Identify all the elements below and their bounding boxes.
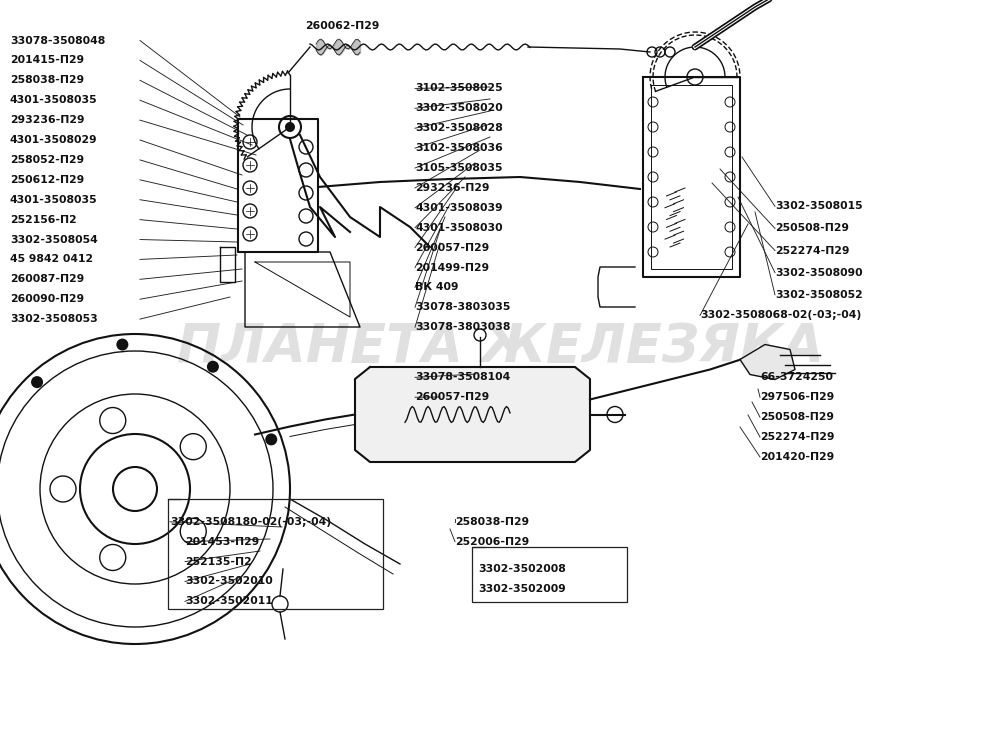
Text: 252156-П2: 252156-П2 (10, 214, 77, 225)
Text: 4301-3508039: 4301-3508039 (415, 203, 503, 213)
Text: 297506-П29: 297506-П29 (760, 392, 834, 402)
Text: 45 9842 0412: 45 9842 0412 (10, 254, 93, 265)
Text: 250612-П29: 250612-П29 (10, 175, 84, 185)
Text: 3302-3508068-02(-03;-04): 3302-3508068-02(-03;-04) (700, 310, 861, 321)
Text: 66-3724250: 66-3724250 (760, 372, 833, 383)
Text: ПЛАНЕТА ЖЕЛЕЗЯКА: ПЛАНЕТА ЖЕЛЕЗЯКА (177, 321, 823, 373)
Text: 3102-3508036: 3102-3508036 (415, 143, 503, 153)
Text: 33078-3803035: 33078-3803035 (415, 302, 510, 312)
Text: 3102-3508025: 3102-3508025 (415, 83, 503, 94)
Text: 3302-3502010: 3302-3502010 (185, 576, 273, 587)
Text: 201415-П29: 201415-П29 (10, 55, 84, 66)
Text: 4301-3508035: 4301-3508035 (10, 195, 98, 205)
Circle shape (31, 376, 43, 388)
Polygon shape (740, 344, 795, 380)
Text: 260087-П29: 260087-П29 (10, 274, 84, 284)
Text: 293236-П29: 293236-П29 (415, 183, 490, 193)
Bar (472, 547, 627, 602)
Bar (168, 499, 383, 609)
Text: 258038-П29: 258038-П29 (10, 75, 84, 85)
Text: 3302-3508052: 3302-3508052 (775, 290, 863, 300)
Text: 252274-П29: 252274-П29 (760, 432, 834, 442)
Text: 252135-П2: 252135-П2 (185, 556, 252, 567)
Circle shape (116, 338, 128, 351)
Text: 260062-П29: 260062-П29 (305, 21, 379, 31)
Text: 250508-П29: 250508-П29 (760, 412, 834, 422)
Text: 3302-3508015: 3302-3508015 (775, 201, 863, 212)
Text: 258038-П29: 258038-П29 (455, 517, 529, 527)
Text: 3302-3502008: 3302-3502008 (478, 564, 566, 574)
Text: 3302-3508090: 3302-3508090 (775, 268, 863, 278)
Text: 4301-3508035: 4301-3508035 (10, 95, 98, 105)
Text: 201420-П29: 201420-П29 (760, 452, 834, 462)
Text: 3302-3508028: 3302-3508028 (415, 123, 503, 133)
Text: 252274-П29: 252274-П29 (775, 245, 850, 256)
Text: 33078-3508104: 33078-3508104 (415, 372, 510, 383)
Text: 260057-П29: 260057-П29 (415, 392, 489, 402)
Circle shape (265, 433, 277, 445)
Text: 258052-П29: 258052-П29 (10, 155, 84, 165)
Text: 3302-3508020: 3302-3508020 (415, 103, 503, 113)
Text: 3302-3502011: 3302-3502011 (185, 596, 273, 607)
Circle shape (207, 360, 219, 373)
Text: 260090-П29: 260090-П29 (10, 294, 84, 304)
Text: 3302-3502009: 3302-3502009 (478, 584, 566, 594)
Text: 252006-П29: 252006-П29 (455, 537, 529, 547)
Polygon shape (355, 367, 590, 462)
Text: 3302-3508054: 3302-3508054 (10, 234, 98, 245)
Text: 3302-3508053: 3302-3508053 (10, 314, 98, 324)
Text: 201453-П29: 201453-П29 (185, 537, 259, 547)
Text: 33078-3803038: 33078-3803038 (415, 322, 510, 332)
Text: 293236-П29: 293236-П29 (10, 115, 84, 125)
Text: 33078-3508048: 33078-3508048 (10, 35, 105, 46)
Circle shape (285, 122, 295, 132)
Text: 4301-3508029: 4301-3508029 (10, 135, 98, 145)
Text: 3105-3508035: 3105-3508035 (415, 163, 503, 173)
Text: 250508-П29: 250508-П29 (775, 223, 849, 234)
Text: 201499-П29: 201499-П29 (415, 262, 489, 273)
Text: 3302-3508180-02(-03;-04): 3302-3508180-02(-03;-04) (170, 517, 331, 527)
Text: 260057-П29: 260057-П29 (415, 242, 489, 253)
Text: ВК 409: ВК 409 (415, 282, 458, 293)
Text: 4301-3508030: 4301-3508030 (415, 223, 503, 233)
